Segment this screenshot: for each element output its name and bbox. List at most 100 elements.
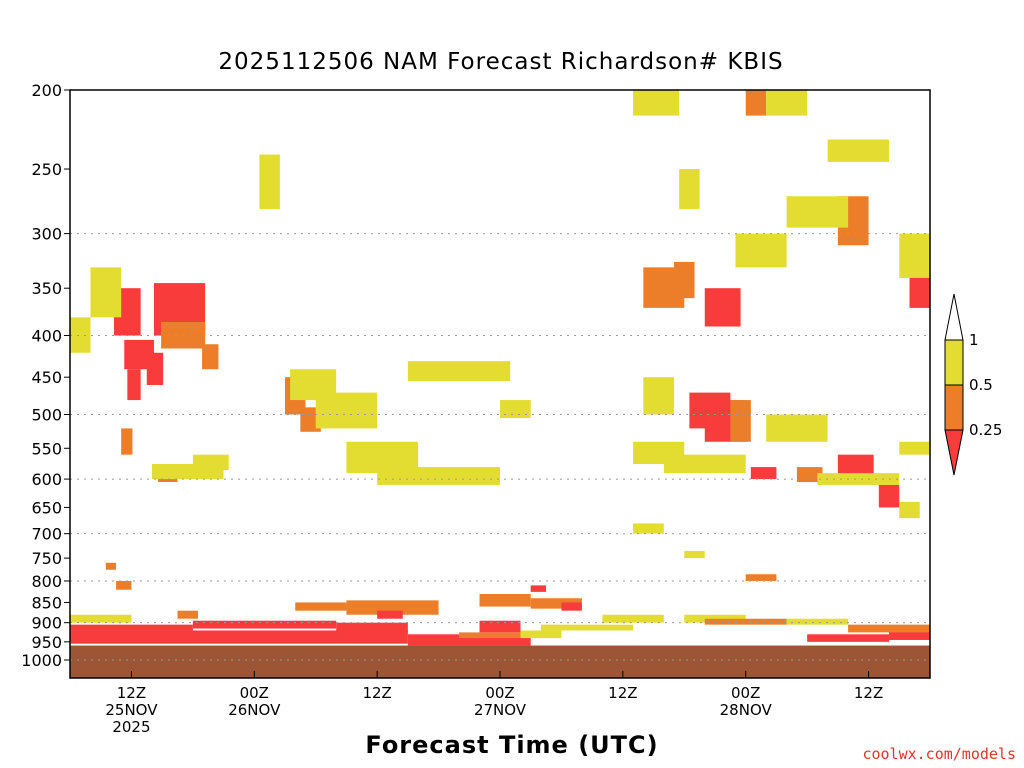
heatmap-cell [817, 473, 900, 485]
y-tick-label: 200 [31, 81, 62, 100]
heatmap-cell [259, 154, 280, 210]
heatmap-cell [684, 550, 705, 559]
x-tick-label: 12Z [854, 684, 883, 702]
heatmap-cell [336, 622, 408, 633]
x-tick-label: 12Z [362, 684, 391, 702]
y-tick-label: 550 [31, 439, 62, 458]
heatmap-cell [146, 352, 164, 385]
credit-text: coolwx.com/models [862, 745, 1016, 763]
x-tick-label: 12Z [608, 684, 637, 702]
y-tick-label: 500 [31, 406, 62, 425]
x-tick-label: 27NOV [474, 701, 527, 719]
heatmap-cell [500, 400, 531, 419]
heatmap-cell [633, 90, 680, 116]
heatmap-cell [643, 267, 685, 308]
heatmap-cell [70, 624, 193, 631]
heatmap-cell [540, 624, 634, 631]
x-tick-label: 28NOV [720, 701, 773, 719]
x-tick-label: 2025 [112, 718, 150, 736]
heatmap-cell [643, 377, 675, 415]
heatmap-cell [202, 344, 219, 370]
heatmap-cell [786, 196, 849, 228]
heatmap-cell [530, 585, 547, 592]
y-tick-label: 600 [31, 470, 62, 489]
y-tick-label: 1000 [21, 651, 62, 670]
colorbar-label: 1 [969, 331, 979, 349]
heatmap-cell [735, 233, 787, 268]
x-tick-label: 00Z [240, 684, 269, 702]
heatmap-cell [530, 598, 582, 609]
heatmap-cell [899, 501, 920, 519]
y-tick-label: 450 [31, 368, 62, 387]
heatmap-cell [192, 620, 337, 629]
heatmap-cell [704, 618, 787, 625]
heatmap-cell [70, 317, 91, 353]
heatmap-cell [786, 618, 849, 625]
y-tick-label: 400 [31, 326, 62, 345]
colorbar-bottom-arrow [944, 429, 964, 476]
heatmap-cell [899, 233, 930, 278]
heatmap-cell [520, 630, 562, 639]
heatmap-cell [704, 288, 741, 327]
heatmap-cell [407, 634, 531, 646]
heatmap-cell [602, 614, 664, 623]
heatmap-cell [70, 630, 408, 644]
y-tick-label: 300 [31, 225, 62, 244]
heatmap-cell [796, 467, 823, 483]
y-axis: 200 250 300 350 400 450 500 550 600 650 700 750 800 8… [21, 81, 70, 670]
heatmap-cell [459, 632, 521, 639]
heatmap-cell [377, 610, 403, 619]
heatmap-cell [121, 428, 133, 455]
y-tick-label: 850 [31, 593, 62, 612]
y-tick-label: 900 [31, 614, 62, 633]
heatmap-cell [633, 523, 664, 534]
y-tick-label: 950 [31, 633, 62, 652]
heatmap-cell [90, 267, 122, 318]
heatmap-cell [192, 454, 229, 471]
heatmap-cell [116, 580, 132, 590]
heatmap-cell [407, 361, 511, 382]
heatmap-cell [745, 574, 777, 581]
heatmap-cell [766, 414, 828, 442]
heatmap-cell [561, 602, 582, 611]
chart-title: 2025112506 NAM Forecast Richardson# KBIS [218, 49, 784, 75]
y-tick-label: 250 [31, 160, 62, 179]
y-tick-label: 700 [31, 525, 62, 544]
heatmap-cell [346, 600, 439, 615]
heatmap-cell [745, 90, 767, 116]
x-tick-label: 00Z [485, 684, 514, 702]
y-tick-label: 800 [31, 572, 62, 591]
heatmap-cell [878, 484, 900, 508]
colorbar: 1 0.5 0.25 [944, 293, 1002, 476]
heatmap-cell [479, 620, 521, 633]
x-tick-label: 25NOV [105, 701, 158, 719]
heatmap-cell [70, 614, 132, 623]
heatmap-cell [479, 594, 531, 607]
heatmap-cell [766, 90, 808, 116]
x-tick-label: 12Z [117, 684, 146, 702]
heatmap-cell [807, 634, 890, 642]
y-tick-label: 650 [31, 498, 62, 517]
heatmap-cell [848, 624, 930, 633]
x-tick-label: 00Z [731, 684, 760, 702]
heatmap-cell [105, 562, 117, 570]
heatmap-cell [663, 454, 746, 474]
heatmap-cell [730, 400, 751, 442]
heatmap-cell [127, 369, 141, 401]
colorbar-label: 0.5 [969, 376, 993, 394]
colorbar-top-arrow [944, 293, 964, 341]
colorbar-segment [944, 339, 964, 386]
colorbar-label: 0.25 [969, 421, 1002, 439]
heatmap-cell [295, 602, 347, 611]
x-tick-label: 26NOV [228, 701, 281, 719]
plot-background [70, 90, 930, 678]
heatmap-cell [315, 392, 378, 429]
heatmap-cell [377, 467, 500, 485]
heatmap-cells [70, 90, 930, 678]
heatmap-cell [899, 441, 930, 455]
x-axis-label: Forecast Time (UTC) [365, 731, 659, 759]
y-tick-label: 750 [31, 549, 62, 568]
heatmap-cell [177, 610, 198, 619]
heatmap-cell [679, 169, 700, 210]
